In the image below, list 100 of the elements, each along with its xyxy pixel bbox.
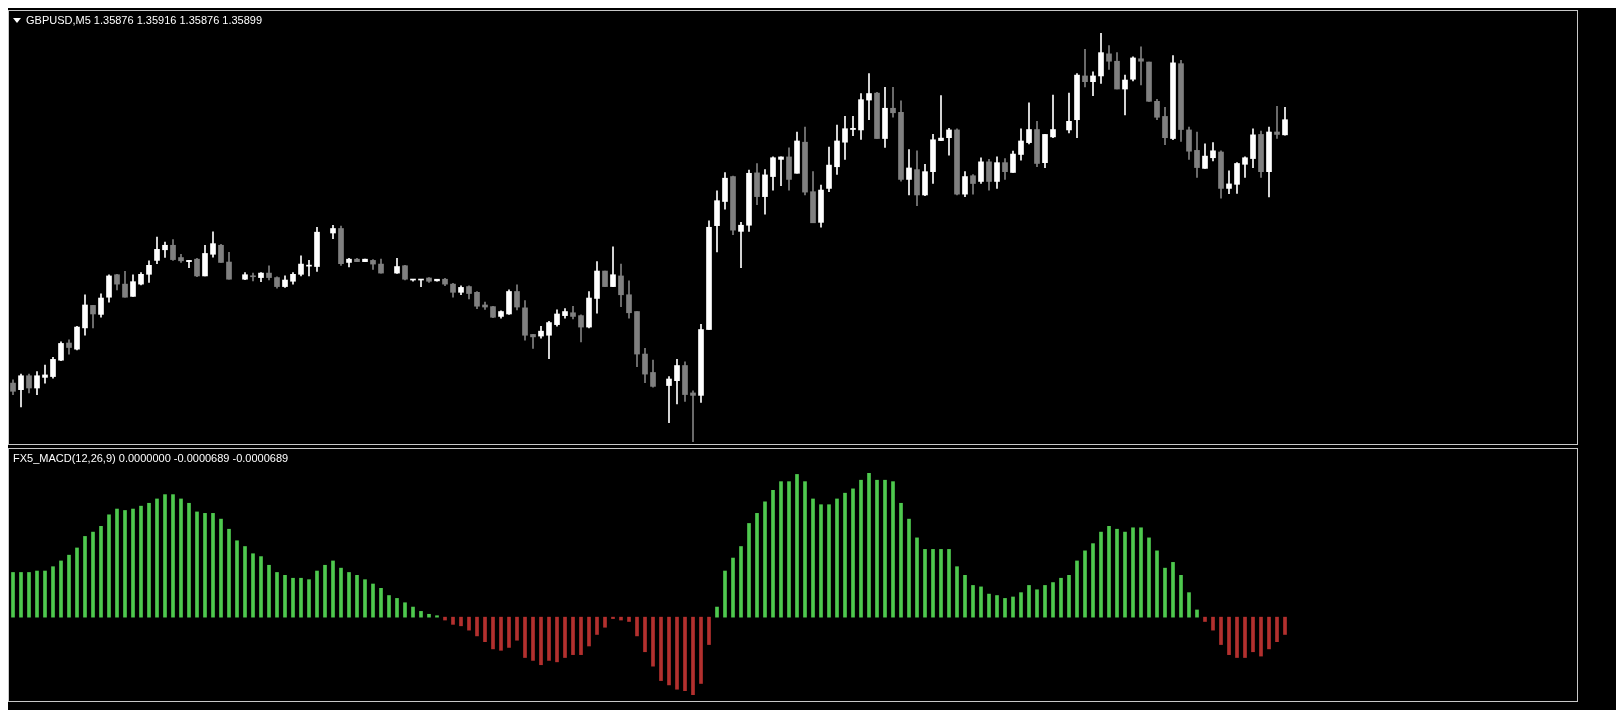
bar xyxy=(715,606,719,618)
bar xyxy=(803,481,807,618)
bar xyxy=(939,549,943,618)
bar xyxy=(699,616,703,684)
bar xyxy=(795,474,799,618)
bar xyxy=(987,593,991,618)
bar xyxy=(1195,609,1199,618)
bar xyxy=(467,616,471,631)
bar xyxy=(923,549,927,618)
bar xyxy=(963,575,967,618)
bar xyxy=(411,606,415,618)
bar xyxy=(83,536,87,618)
bar xyxy=(243,546,247,618)
bar xyxy=(731,557,735,618)
bar xyxy=(1267,616,1271,650)
bar xyxy=(11,572,15,618)
bar xyxy=(931,549,935,618)
bar xyxy=(499,616,503,651)
bar xyxy=(979,586,983,618)
chart-title: FX5_MACD(12,26,9) 0.0000000 -0.0000689 -0.0000689 xyxy=(13,452,289,464)
bar xyxy=(1243,616,1247,658)
bar xyxy=(19,572,23,618)
bar xyxy=(875,479,879,618)
bar xyxy=(915,537,919,618)
bar xyxy=(891,481,895,618)
bar xyxy=(1211,616,1215,631)
bar xyxy=(139,505,143,618)
bar xyxy=(315,570,319,618)
bar xyxy=(1011,596,1015,618)
bar xyxy=(355,575,359,618)
bar xyxy=(339,567,343,618)
bar xyxy=(379,588,383,618)
bar xyxy=(515,616,519,641)
bar xyxy=(235,540,239,618)
bar xyxy=(195,511,199,618)
bar xyxy=(451,616,455,625)
bar xyxy=(291,577,295,618)
bar xyxy=(163,494,167,618)
bar xyxy=(1235,616,1239,658)
bar xyxy=(1163,567,1167,618)
bar xyxy=(1139,527,1143,618)
bar xyxy=(115,508,119,618)
bar xyxy=(211,513,215,618)
bar xyxy=(867,473,871,618)
candlestick xyxy=(42,364,48,384)
candlestick xyxy=(690,390,696,442)
bar xyxy=(851,488,855,618)
bar xyxy=(547,616,551,661)
candlestick xyxy=(850,116,856,136)
bar xyxy=(1227,616,1231,655)
bar xyxy=(331,560,335,618)
bar xyxy=(747,523,751,618)
bar xyxy=(619,616,623,621)
bar xyxy=(443,616,447,621)
bar xyxy=(635,616,639,637)
chart-title: GBPUSD,M5 1.35876 1.35916 1.35876 1.35899 xyxy=(26,14,263,26)
bar xyxy=(491,616,495,650)
bar xyxy=(299,577,303,618)
bar xyxy=(435,615,439,618)
bar xyxy=(995,595,999,618)
bar xyxy=(1027,585,1031,618)
candlestick xyxy=(738,222,744,269)
candlestick xyxy=(1090,71,1096,96)
candlestick xyxy=(1226,170,1232,195)
bar xyxy=(779,481,783,618)
bar xyxy=(763,501,767,618)
bar xyxy=(611,616,615,619)
bar xyxy=(1075,560,1079,618)
bar xyxy=(187,502,191,618)
bar xyxy=(859,479,863,618)
candlestick xyxy=(1138,46,1144,86)
candlestick xyxy=(1066,92,1072,134)
bar xyxy=(1115,528,1119,618)
bar xyxy=(1083,550,1087,618)
bar xyxy=(579,616,583,655)
bar xyxy=(507,616,511,648)
bar xyxy=(659,616,663,681)
bar xyxy=(1131,527,1135,618)
bar xyxy=(947,549,951,618)
bar xyxy=(1251,616,1255,653)
candlestick xyxy=(866,73,872,121)
bar xyxy=(1155,550,1159,618)
bar xyxy=(27,572,31,618)
bar xyxy=(683,616,687,692)
bar xyxy=(1187,592,1191,618)
bar xyxy=(91,531,95,618)
bar xyxy=(59,560,63,618)
bar xyxy=(899,502,903,618)
candlestick xyxy=(530,334,536,349)
bar xyxy=(643,616,647,653)
bar xyxy=(1091,543,1095,618)
bar xyxy=(1147,537,1151,618)
bar xyxy=(419,611,423,618)
bar xyxy=(627,616,631,622)
bar xyxy=(843,492,847,618)
bar xyxy=(283,575,287,618)
bar xyxy=(819,504,823,618)
bar xyxy=(203,513,207,618)
bar xyxy=(755,513,759,618)
bar xyxy=(155,498,159,618)
